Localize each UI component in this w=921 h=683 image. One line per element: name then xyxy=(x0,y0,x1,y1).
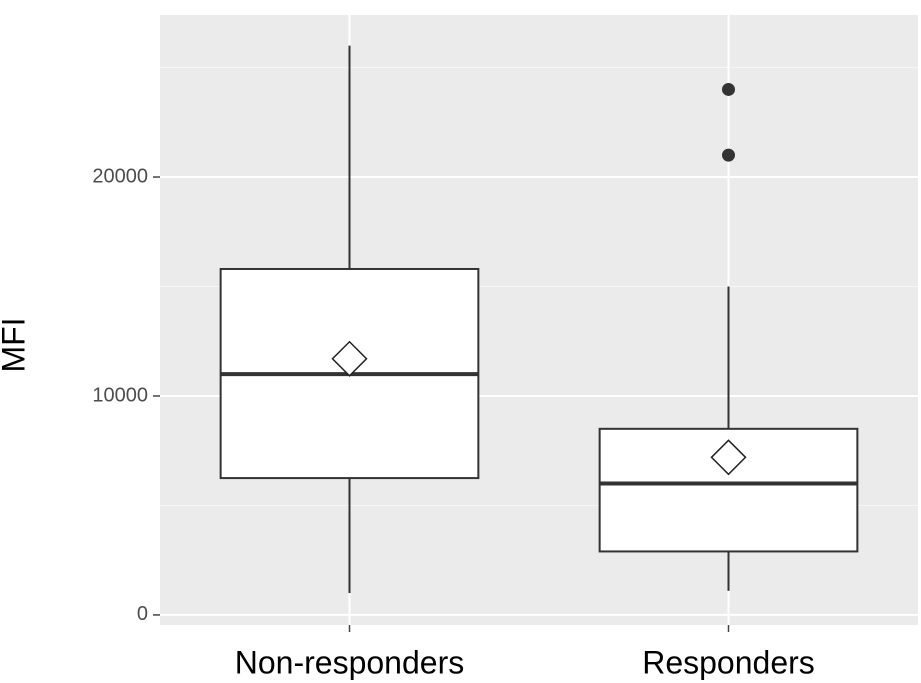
outlier xyxy=(722,148,735,162)
x-tick-label: Responders xyxy=(642,644,815,680)
y-tick-label: 10000 xyxy=(92,384,148,406)
mean xyxy=(710,439,747,476)
outlier xyxy=(722,82,735,96)
y-axis-label: MFI xyxy=(0,317,31,372)
x-tick-label: Non-responders xyxy=(235,644,464,680)
y-tick-label: 20000 xyxy=(92,165,148,187)
mean xyxy=(331,340,368,377)
y-tick-label: 0 xyxy=(137,603,148,625)
